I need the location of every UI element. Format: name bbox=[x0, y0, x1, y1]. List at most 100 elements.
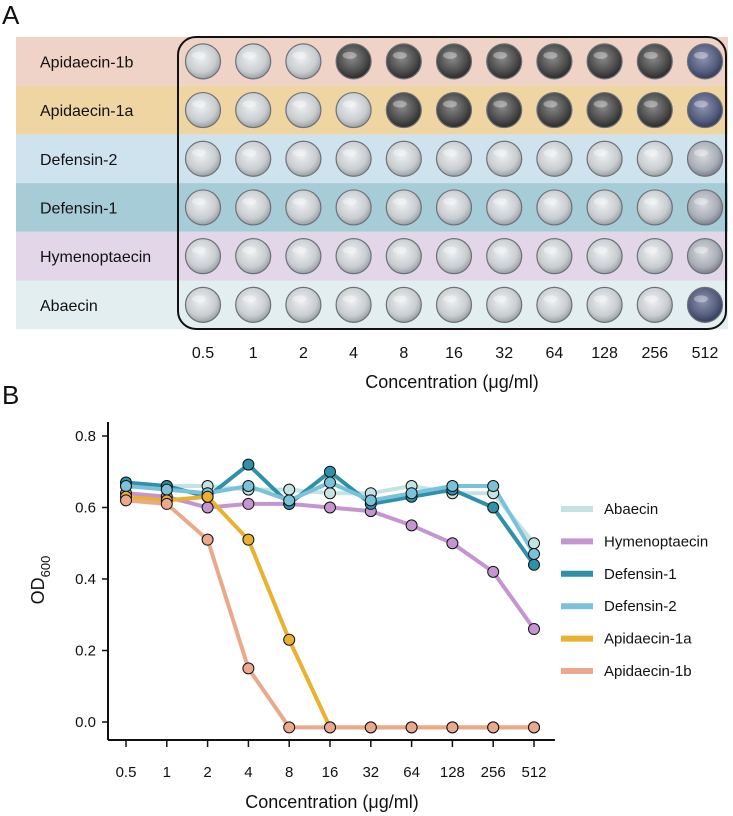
panel-a-concentration-labels: 0.5 1 2 4 8 16 32 64 128 256 512 bbox=[192, 345, 719, 362]
well-highlight bbox=[342, 246, 357, 254]
well-highlight bbox=[192, 295, 206, 303]
concentration-label: 8 bbox=[399, 345, 408, 362]
data-point bbox=[160, 497, 173, 510]
well bbox=[636, 91, 673, 129]
well-highlight bbox=[342, 149, 357, 157]
well-highlight bbox=[543, 100, 558, 108]
x-axis-title: Concentration (μg/ml) bbox=[245, 792, 418, 812]
well bbox=[586, 140, 623, 177]
well-highlight bbox=[342, 295, 357, 303]
well bbox=[686, 91, 724, 129]
data-point bbox=[487, 501, 500, 514]
well-highlight bbox=[392, 197, 407, 205]
legend-label: Hymenoptaecin bbox=[604, 533, 708, 550]
row-label: Defensin-1 bbox=[40, 200, 117, 217]
well-highlight bbox=[493, 100, 508, 108]
panel-b-letter: B bbox=[2, 380, 19, 410]
data-point bbox=[324, 487, 336, 500]
well bbox=[385, 286, 422, 323]
well bbox=[536, 91, 573, 129]
well bbox=[435, 43, 473, 80]
well bbox=[335, 286, 372, 323]
data-point bbox=[324, 476, 336, 489]
data-point bbox=[283, 633, 296, 646]
well bbox=[184, 43, 222, 80]
well bbox=[385, 91, 422, 129]
well-highlight bbox=[593, 100, 608, 108]
legend-label: Apidaecin-1a bbox=[604, 631, 692, 648]
data-point bbox=[201, 490, 214, 503]
x-tick-label: 512 bbox=[521, 764, 546, 781]
well bbox=[335, 91, 372, 129]
well-highlight bbox=[242, 149, 257, 157]
data-point bbox=[120, 494, 132, 507]
well bbox=[184, 286, 222, 323]
well bbox=[235, 140, 272, 177]
well bbox=[636, 189, 673, 226]
x-tick-label: 256 bbox=[481, 764, 506, 781]
od600-line-chart: 0.0 0.2 0.4 0.6 0.8 0.5 1 2 4 8 16 32 64 128 256 512 C… bbox=[28, 422, 708, 812]
data-point bbox=[487, 565, 500, 578]
data-point bbox=[120, 480, 132, 493]
well bbox=[235, 238, 272, 275]
panel-a-well-plate bbox=[184, 43, 724, 323]
well bbox=[486, 140, 523, 177]
y-tick-label: 0.6 bbox=[75, 500, 96, 517]
well-highlight bbox=[242, 246, 257, 254]
row-label: Hymenoptaecin bbox=[40, 249, 151, 266]
concentration-label: 4 bbox=[349, 345, 358, 362]
well-highlight bbox=[643, 295, 658, 303]
data-point bbox=[364, 494, 377, 507]
data-point bbox=[283, 483, 296, 496]
data-point bbox=[324, 501, 336, 514]
well bbox=[686, 238, 724, 275]
well-highlight bbox=[493, 197, 508, 205]
data-point bbox=[201, 533, 214, 546]
well bbox=[235, 43, 272, 80]
well bbox=[486, 189, 523, 226]
well-highlight bbox=[543, 149, 558, 157]
well-highlight bbox=[192, 149, 206, 157]
data-point bbox=[242, 458, 255, 471]
data-point bbox=[405, 721, 418, 734]
well-highlight bbox=[443, 100, 457, 108]
well-highlight bbox=[643, 149, 658, 157]
well-highlight bbox=[392, 100, 407, 108]
legend-label: Defensin-1 bbox=[604, 566, 677, 583]
x-tick-label: 8 bbox=[285, 764, 293, 781]
plate-outline bbox=[177, 36, 727, 330]
well-highlight bbox=[493, 51, 508, 59]
well-highlight bbox=[694, 246, 708, 254]
x-tick-label: 16 bbox=[322, 764, 339, 781]
well bbox=[435, 238, 473, 275]
series-line bbox=[125, 498, 534, 730]
well-highlight bbox=[292, 197, 307, 205]
concentration-label: 128 bbox=[591, 345, 618, 362]
concentration-label: 2 bbox=[299, 345, 308, 362]
well-highlight bbox=[493, 295, 508, 303]
well-highlight bbox=[292, 100, 307, 108]
well bbox=[184, 189, 222, 226]
well bbox=[335, 238, 372, 275]
panel-a-bands bbox=[16, 37, 728, 330]
well bbox=[686, 140, 724, 177]
well-highlight bbox=[443, 246, 457, 254]
y-axis-title: OD600 bbox=[28, 556, 53, 605]
well bbox=[285, 43, 322, 80]
data-point bbox=[528, 547, 540, 560]
data-point bbox=[446, 537, 459, 550]
data-point bbox=[528, 537, 540, 550]
data-point bbox=[364, 721, 377, 734]
well bbox=[335, 43, 372, 80]
well bbox=[686, 43, 724, 80]
data-point bbox=[283, 721, 296, 734]
panel-a-row-labels: Apidaecin-1b Apidaecin-1a Defensin-2 Defens… bbox=[40, 54, 151, 315]
well bbox=[586, 91, 623, 129]
well-highlight bbox=[643, 100, 658, 108]
x-tick-label: 64 bbox=[403, 764, 420, 781]
well-highlight bbox=[242, 197, 257, 205]
well-highlight bbox=[242, 295, 257, 303]
well-highlight bbox=[543, 295, 558, 303]
well bbox=[486, 238, 523, 275]
well bbox=[385, 43, 422, 80]
